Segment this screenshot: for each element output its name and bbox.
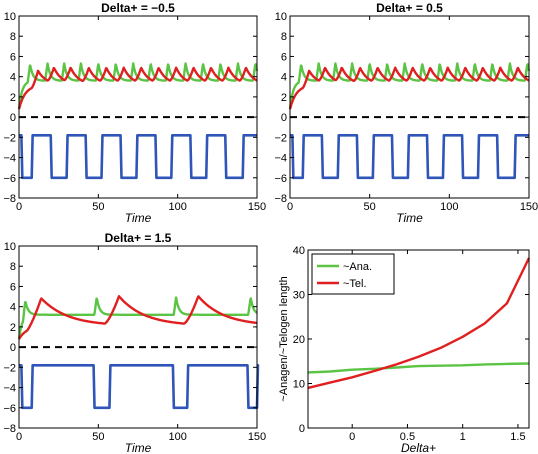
x-axis-label: Time [396, 211, 423, 225]
x-axis-label: Time [125, 211, 152, 225]
y-tick-label: 6 [10, 51, 16, 63]
series-line-anagen [17, 296, 258, 340]
series-line-telogen [18, 295, 258, 340]
legend-label-anagen: ~Ana. [343, 261, 372, 273]
y-tick-label: 4 [10, 72, 16, 84]
x-tick-label: 50 [92, 201, 104, 213]
y-tick-label: 4 [10, 302, 16, 314]
y-tick-label: 30 [293, 290, 305, 302]
y-tick-label: −8 [3, 193, 16, 205]
legend: ~Ana. ~Tel. [311, 253, 395, 295]
x-tick-label: 1.5 [510, 431, 525, 443]
y-tick-label: −6 [3, 403, 16, 415]
series-line-telogen [17, 66, 258, 110]
x-tick-label: 100 [168, 201, 186, 213]
y-tick-label: −8 [274, 193, 287, 205]
x-axis-label: Delta+ [401, 441, 436, 454]
axes-frame [18, 245, 258, 429]
y-tick-label: 8 [281, 31, 287, 43]
x-tick-label: 0 [16, 201, 22, 213]
x-tick-label: 50 [364, 201, 376, 213]
legend-label-telogen: ~Tel. [343, 278, 367, 290]
y-tick-label: 8 [10, 31, 16, 43]
x-tick-label: 0.5 [400, 431, 415, 443]
y-tick-label: 4 [281, 72, 287, 84]
y-tick-label: −2 [3, 362, 16, 374]
y-tick-label: 2 [10, 322, 16, 334]
y-tick-label: 40 [293, 245, 305, 257]
axes-frame [18, 15, 258, 199]
legend-box [311, 253, 395, 295]
y-tick-label: −2 [3, 132, 16, 144]
x-tick-label: 0 [16, 431, 22, 443]
x-tick-label: 100 [440, 201, 458, 213]
y-tick-label: 10 [275, 11, 287, 23]
x-tick-label: 1 [460, 431, 466, 443]
chart-title: Delta+ = 1.5 [105, 231, 172, 245]
y-tick-label: −4 [3, 383, 16, 395]
y-tick-label: 0 [281, 112, 287, 124]
y-tick-label: 0 [299, 423, 305, 435]
y-tick-label: 0 [10, 112, 16, 124]
axes-frame [289, 15, 530, 199]
series-line-square-wave [19, 134, 257, 180]
y-tick-label: 6 [281, 51, 287, 63]
chart-title: Delta+ = −0.5 [101, 1, 175, 15]
series-line-telogen [288, 66, 530, 110]
series-line-telogen-length [307, 257, 531, 390]
y-tick-label: −4 [274, 153, 287, 165]
x-axis-label: Time [125, 441, 152, 454]
y-tick-label: 2 [10, 92, 16, 104]
y-tick-label: 10 [293, 379, 305, 391]
x-tick-label: 50 [92, 431, 104, 443]
panel-delta-plus-0-5: Delta+ = 0.5 0 50 100 150 −8 −6 −4 −2 0 2 4 6 8 10 Time [274, 1, 538, 225]
y-tick-label: −8 [3, 423, 16, 435]
y-tick-label: 10 [4, 11, 16, 23]
series-line-square-wave [19, 364, 260, 410]
y-tick-label: 0 [10, 342, 16, 354]
x-tick-label: 150 [248, 201, 266, 213]
panel-length-vs-delta: 0 0.5 1 1.5 0 10 20 30 40 ~Ana. ~Tel. Delta+ ~Anagen… [278, 245, 531, 454]
series-line-square-wave [290, 134, 529, 180]
y-tick-label: 20 [293, 334, 305, 346]
series-line-anagen-length [307, 362, 530, 374]
y-tick-label: 8 [10, 261, 16, 273]
panel-delta-minus-0-5: Delta+ = −0.5 0 50 100 150 −8 −6 −4 −2 0 2 4 6 8 10 Tim… [3, 1, 266, 225]
x-tick-label: 100 [168, 431, 186, 443]
chart-title: Delta+ = 0.5 [376, 1, 443, 15]
x-tick-label: 150 [520, 201, 538, 213]
y-tick-label: −2 [274, 132, 287, 144]
y-tick-label: −4 [3, 153, 16, 165]
x-tick-label: 150 [248, 431, 266, 443]
x-tick-label: 0 [349, 431, 355, 443]
y-tick-label: 10 [4, 241, 16, 253]
y-tick-label: 6 [10, 281, 16, 293]
x-tick-label: 0 [287, 201, 293, 213]
y-tick-label: −6 [274, 173, 287, 185]
panel-delta-plus-1-5: Delta+ = 1.5 0 50 100 150 −8 −6 −4 −2 0 2 4 6 8 10 Time [3, 231, 266, 454]
y-tick-label: 2 [281, 92, 287, 104]
y-axis-label: ~Anagen/~Telogen length [278, 276, 290, 401]
y-tick-label: −6 [3, 173, 16, 185]
